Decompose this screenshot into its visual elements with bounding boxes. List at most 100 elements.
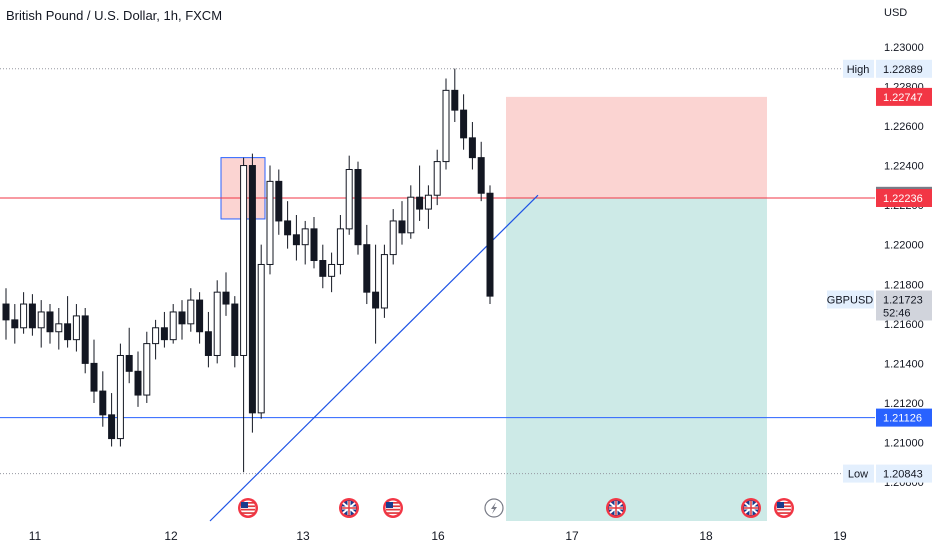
uk-flag-icon[interactable]: [606, 498, 626, 518]
candle[interactable]: [37, 300, 45, 348]
low-tag-value: 1.20843: [883, 469, 923, 481]
candle[interactable]: [336, 215, 344, 275]
candle[interactable]: [257, 244, 265, 419]
candle[interactable]: [99, 371, 107, 427]
candle-body-down: [2, 303, 10, 321]
candle-body-down: [275, 180, 283, 222]
candle-body-up: [257, 263, 265, 414]
y-axis-tick-label: 1.22600: [884, 121, 924, 133]
candle[interactable]: [143, 331, 151, 403]
low-tag-label: Low: [848, 469, 868, 481]
stop-loss-zone[interactable]: [506, 96, 767, 198]
candle[interactable]: [72, 304, 80, 352]
candle[interactable]: [169, 304, 177, 344]
candle[interactable]: [468, 122, 476, 170]
candle[interactable]: [328, 252, 336, 293]
candle[interactable]: [20, 292, 28, 334]
candle-body-down: [398, 220, 406, 234]
candle[interactable]: [204, 311, 212, 368]
candle-body-up: [442, 89, 450, 163]
candle[interactable]: [90, 339, 98, 403]
candle[interactable]: [319, 244, 327, 289]
candle-body-up: [301, 228, 309, 246]
candle[interactable]: [11, 304, 19, 344]
candle-body-down: [160, 327, 168, 341]
entry-tag[interactable]: 1.22236: [876, 188, 932, 207]
us-flag-icon[interactable]: [774, 498, 794, 518]
candle[interactable]: [451, 68, 459, 123]
candle[interactable]: [187, 288, 195, 332]
candle-body-down: [319, 260, 327, 277]
candle[interactable]: [284, 201, 292, 249]
symbol-label: GBPUSD: [827, 294, 874, 306]
candle[interactable]: [196, 292, 204, 344]
candle-body-down: [354, 168, 362, 246]
candle[interactable]: [28, 294, 36, 336]
high-tag[interactable]: High 1.22889: [843, 59, 932, 78]
candle[interactable]: [292, 215, 300, 261]
candle[interactable]: [380, 244, 388, 318]
candle[interactable]: [178, 300, 186, 340]
lightning-icon[interactable]: [484, 498, 504, 518]
candle[interactable]: [424, 185, 432, 229]
candle[interactable]: [363, 224, 371, 305]
candle[interactable]: [2, 288, 10, 340]
candle[interactable]: [81, 307, 89, 374]
candle[interactable]: [477, 141, 485, 202]
candle[interactable]: [134, 351, 142, 407]
candle[interactable]: [486, 185, 494, 305]
candle[interactable]: [345, 155, 353, 235]
high-tag-label-bg: [843, 59, 874, 78]
low-tag[interactable]: Low 1.20843: [843, 464, 932, 483]
candle[interactable]: [407, 185, 415, 239]
candle-body-up: [169, 311, 177, 341]
candle[interactable]: [108, 393, 116, 447]
take-profit-zone[interactable]: [506, 197, 767, 522]
candle[interactable]: [398, 201, 406, 245]
candle[interactable]: [310, 216, 318, 269]
candle-body-up: [433, 161, 441, 196]
stop-loss-tag-bg: [876, 87, 932, 106]
uk-flag-icon[interactable]: [741, 498, 761, 518]
candle[interactable]: [213, 280, 221, 364]
last-price-bg: [876, 290, 932, 321]
candle[interactable]: [55, 307, 63, 350]
candle[interactable]: [46, 304, 54, 344]
candle[interactable]: [152, 319, 160, 360]
candle[interactable]: [372, 244, 380, 344]
candle-body-up: [213, 291, 221, 356]
candle[interactable]: [416, 165, 424, 221]
candle-body-down: [134, 370, 142, 396]
candle[interactable]: [248, 153, 256, 433]
candle[interactable]: [460, 94, 468, 150]
uk-flag-icon[interactable]: [339, 498, 359, 518]
candle[interactable]: [389, 209, 397, 265]
support-tag[interactable]: 1.21126: [876, 408, 932, 427]
candle[interactable]: [354, 161, 362, 255]
stop-loss-tag[interactable]: 1.22747: [876, 87, 932, 106]
support-tag-value: 1.21126: [883, 413, 922, 425]
candle[interactable]: [433, 149, 441, 206]
candle[interactable]: [240, 157, 248, 473]
candle[interactable]: [116, 343, 124, 447]
candle-body-down: [204, 331, 212, 356]
candle[interactable]: [231, 296, 239, 368]
candle[interactable]: [266, 165, 274, 275]
candle-body-down: [416, 196, 424, 210]
candle-body-down: [81, 315, 89, 364]
candle[interactable]: [222, 272, 230, 316]
candle[interactable]: [442, 78, 450, 170]
candle[interactable]: [160, 311, 168, 348]
candle[interactable]: [125, 327, 133, 384]
candle-body-up: [37, 311, 45, 329]
countdown-value: 52:46: [883, 307, 911, 319]
candle[interactable]: [64, 296, 72, 348]
candle[interactable]: [301, 220, 309, 265]
us-flag-icon[interactable]: [238, 498, 258, 518]
us-flag-icon[interactable]: [383, 498, 403, 518]
trend-line[interactable]: [209, 194, 539, 522]
candle[interactable]: [275, 169, 283, 235]
candle-body-down: [460, 109, 468, 139]
